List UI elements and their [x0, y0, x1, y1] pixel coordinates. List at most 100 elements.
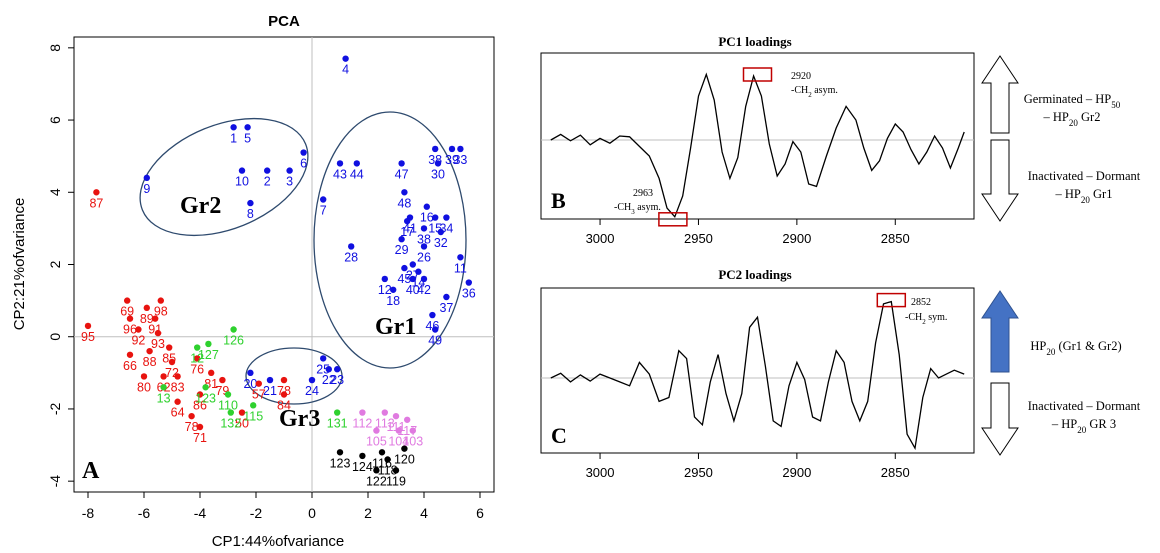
pca-point-label: 112 [352, 417, 372, 431]
pca-y-tick-label: 6 [47, 116, 63, 124]
pca-point-blue [300, 149, 306, 155]
pca-point-label: 80 [137, 380, 151, 394]
pca-point-red [124, 297, 130, 303]
group-label-gr1: Gr1 [375, 314, 416, 340]
pca-point-label: 29 [395, 243, 409, 257]
pc2-x-tick-label: 2950 [684, 465, 713, 480]
pca-ylabel: CP2:21%ofvariance [11, 198, 28, 331]
pca-point-blue [466, 279, 472, 285]
pca-point-green [225, 391, 231, 397]
pca-point-label: 3 [286, 175, 293, 189]
pc1-negative-line2: – HP20 Gr1 [1055, 187, 1113, 205]
pca-point-blue [390, 287, 396, 293]
pca-point-blue [286, 167, 292, 173]
arrow-down-outline-icon [982, 383, 1018, 455]
pca-point-red [158, 297, 164, 303]
pca-point-blue [438, 229, 444, 235]
pca-point-blue [457, 254, 463, 260]
pca-point-blue [435, 160, 441, 166]
pca-point-blue [320, 355, 326, 361]
pca-point-blue [382, 276, 388, 282]
pca-y-tick-label: -2 [47, 403, 63, 416]
pca-point-label: 37 [439, 301, 453, 315]
pca-point-label: 33 [453, 153, 467, 167]
pca-point-red [219, 377, 225, 383]
pca-x-tick-label: -6 [138, 505, 151, 521]
pca-point-label: 1 [230, 131, 237, 145]
pc1-x-tick-label: 2950 [684, 231, 713, 246]
pc1-ann1-wavenumber: 2920 [791, 71, 811, 82]
pca-point-blue [421, 243, 427, 249]
ellipse-gr2 [123, 96, 325, 258]
pca-point-label: 92 [131, 334, 145, 348]
pca-point-red [127, 352, 133, 358]
pca-point-label: 64 [171, 406, 185, 420]
pca-point-blue [326, 366, 332, 372]
pc2-negative-line1: Inactivated – Dormant [1028, 399, 1141, 413]
pca-point-blue [244, 124, 250, 130]
pc2-x-tick-label: 2900 [782, 465, 811, 480]
pca-x-tick-label: 6 [476, 505, 484, 521]
pca-title: PCA [268, 13, 300, 30]
pca-point-blue [264, 167, 270, 173]
pc1-axis: 3000 2950 2900 2850 [586, 219, 910, 246]
pca-point-green [230, 326, 236, 332]
pc1-x-tick-label: 2900 [782, 231, 811, 246]
pca-point-black [359, 453, 365, 459]
pca-point-red [281, 377, 287, 383]
pc1-positive-line2: – HP20 Gr2 [1043, 110, 1101, 128]
pc2-negative-line2: – HP20 GR 3 [1051, 417, 1116, 435]
pca-y-tick-label: 8 [47, 44, 63, 52]
pc1-positive-line1: Germinated – HP50 [1024, 92, 1121, 110]
arrow-up-filled-icon [982, 291, 1018, 372]
pca-point-label: 30 [431, 167, 445, 181]
pca-point-black [379, 449, 385, 455]
pc1-plot-frame [541, 53, 974, 219]
pca-point-green [194, 344, 200, 350]
pca-point-red [93, 189, 99, 195]
arrow-up-outline-icon [982, 56, 1018, 133]
pc2-positive-line1: HP20 (Gr1 & Gr2) [1030, 339, 1121, 357]
pca-point-blue [342, 55, 348, 61]
pca-point-green [160, 384, 166, 390]
pca-point-label: 42 [417, 283, 431, 297]
pca-point-label: 131 [327, 417, 348, 431]
pca-point-red [281, 391, 287, 397]
pca-point-label: 2 [264, 175, 271, 189]
pca-point-blue [398, 160, 404, 166]
pca-point-label: 7 [320, 204, 327, 218]
pca-point-red [141, 373, 147, 379]
pca-point-pink [404, 417, 410, 423]
pca-point-blue [309, 377, 315, 383]
pc1-loadings-chart: PC1 loadings 3000 2950 2900 2850 2920 -CH2 … [541, 34, 974, 246]
pca-point-label: 66 [123, 359, 137, 373]
pca-point-blue [421, 276, 427, 282]
pca-point-label: 11 [454, 261, 467, 275]
pca-y-tick-label: 2 [47, 260, 63, 268]
pca-point-blue [337, 160, 343, 166]
pca-point-red [197, 424, 203, 430]
pca-point-label: 44 [350, 167, 364, 181]
pca-point-blue [432, 146, 438, 152]
pca-point-red [160, 373, 166, 379]
pca-point-label: 4 [342, 63, 349, 77]
pca-point-red [135, 326, 141, 332]
pca-panel-letter: A [82, 458, 100, 484]
pca-point-black [337, 449, 343, 455]
pca-point-blue [401, 265, 407, 271]
pc1-x-tick-label: 2850 [881, 231, 910, 246]
pca-point-label: 123 [330, 456, 351, 470]
pca-point-label: 28 [344, 250, 358, 264]
pc2-interpretation: HP20 (Gr1 & Gr2) Inactivated – Dormant –… [982, 291, 1141, 455]
pca-point-label: 23 [330, 373, 344, 387]
pca-point-blue [354, 160, 360, 166]
pca-point-red [256, 380, 262, 386]
pca-y-tick-label: -4 [47, 475, 63, 488]
pca-point-label: 83 [171, 380, 185, 394]
pca-point-red [144, 305, 150, 311]
pc2-ann1-wavenumber: 2852 [911, 297, 931, 308]
pca-point-blue [320, 196, 326, 202]
pc2-axis: 3000 2950 2900 2850 [586, 453, 910, 480]
pca-point-red [208, 370, 214, 376]
pca-point-label: 93 [151, 337, 165, 351]
